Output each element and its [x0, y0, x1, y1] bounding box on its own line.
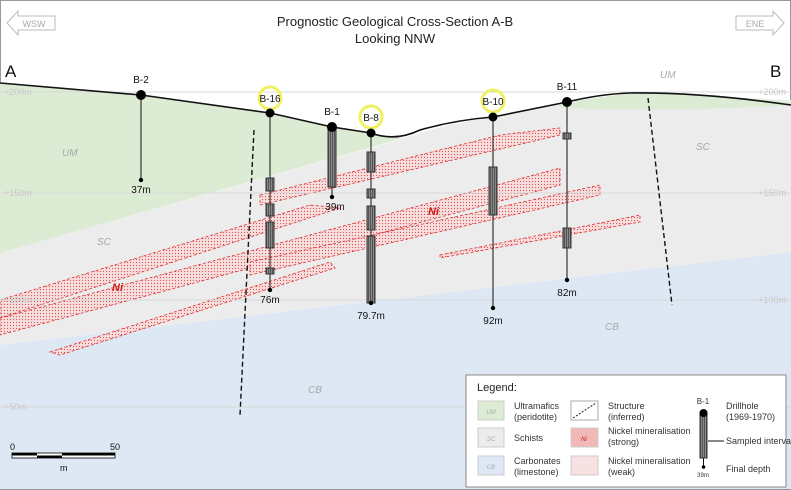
- legend-cb-swatch: CB: [487, 465, 495, 471]
- elevation-label-left-150: +150m: [4, 188, 32, 198]
- drillhole-b16[interactable]: B-16 76m: [257, 85, 283, 306]
- legend-cb-sublabel: (limestone): [514, 467, 559, 477]
- legend-title: Legend:: [477, 382, 517, 394]
- scale-start: 0: [10, 442, 15, 452]
- legend-ni-strong-sublabel: (strong): [608, 437, 639, 447]
- unit-label-um-right: UM: [660, 70, 676, 81]
- highlight-ring: [480, 88, 506, 114]
- direction-arrow-wsw: WSW: [6, 9, 56, 37]
- topographic-surface: [0, 82, 791, 138]
- drillhole-depth: 82m: [557, 288, 576, 299]
- scale-bar: 0 50 m: [10, 442, 120, 473]
- elevation-label-right-100: +100m: [758, 295, 786, 305]
- legend-cb-label: Carbonates: [514, 456, 561, 466]
- scale-unit: m: [60, 463, 68, 473]
- unit-label-sc-left: SC: [97, 237, 112, 248]
- drillhole-depth: 37m: [131, 185, 150, 196]
- legend-um-label: Ultramafics: [514, 401, 560, 411]
- elevation-label-left-50: +50m: [4, 402, 27, 412]
- nickel-mineralisation-zones: [0, 127, 641, 356]
- diagram-subtitle: Looking NNW: [355, 31, 436, 46]
- section-end-b: B: [770, 62, 781, 81]
- legend: Legend: UM Ultramafics (peridotite) SC S…: [465, 374, 791, 488]
- elevation-label-left-200: +200m: [4, 87, 32, 97]
- legend-um-sublabel: (peridotite): [514, 412, 557, 422]
- direction-label: WSW: [23, 19, 46, 29]
- direction-label: ENE: [746, 19, 765, 29]
- diagram-title: Prognostic Geological Cross-Section A-B: [277, 14, 513, 29]
- ultramafics-layer-left: [0, 83, 410, 253]
- elevation-label-left-100: +100m: [4, 295, 32, 305]
- legend-structure-label: Structure: [608, 401, 645, 411]
- elevation-label-right-150: +150m: [758, 188, 786, 198]
- ultramafics-layer-right: [560, 93, 791, 110]
- drillhole-name: B-10: [482, 97, 504, 108]
- unit-label-sc-right: SC: [696, 142, 711, 153]
- drillhole-name: B-2: [133, 75, 149, 86]
- legend-ni-weak-label: Nickel mineralisation: [608, 456, 691, 466]
- unit-label-ni-right: Ni: [428, 206, 440, 218]
- section-end-a: A: [5, 62, 17, 81]
- legend-um-swatch: UM: [486, 410, 495, 416]
- drillhole-b11[interactable]: B-11 82m: [557, 82, 578, 299]
- drillhole-depth: 76m: [260, 295, 279, 306]
- drillhole-b10[interactable]: B-10 92m: [480, 88, 506, 327]
- drillhole-name: B-8: [363, 113, 379, 124]
- drillhole-name: B-1: [324, 107, 340, 118]
- legend-sampled-interval-label: Sampled interval: [726, 436, 791, 446]
- drillhole-name: B-16: [259, 94, 281, 105]
- drillhole-b2[interactable]: B-2 37m: [131, 75, 150, 196]
- legend-final-depth-label: Final depth: [726, 464, 771, 474]
- legend-drillhole-label: Drillhole: [726, 401, 759, 411]
- unit-label-cb-left: CB: [308, 385, 322, 396]
- legend-structure-sublabel: (inferred): [608, 412, 645, 422]
- legend-ni-swatch: Ni: [581, 437, 587, 443]
- drillhole-name: B-11: [557, 82, 578, 93]
- elevation-label-right-200: +200m: [758, 87, 786, 97]
- unit-label-ni-left: Ni: [112, 282, 124, 294]
- legend-ni-strong-label: Nickel mineralisation: [608, 426, 691, 436]
- drillhole-b8[interactable]: B-8 79.7m: [357, 104, 385, 322]
- legend-drillhole-depth: 39m: [697, 473, 709, 479]
- legend-sc-label: Schists: [514, 433, 544, 443]
- scale-end: 50: [110, 442, 120, 452]
- fault-right: [647, 97, 673, 306]
- legend-sc-swatch: SC: [487, 437, 496, 443]
- legend-drillhole-name: B-1: [697, 397, 710, 406]
- drillhole-depth: 79.7m: [357, 311, 385, 322]
- legend-drillhole-sublabel: (1969-1970): [726, 412, 775, 422]
- unit-label-cb-right: CB: [605, 322, 619, 333]
- drillhole-depth: 92m: [483, 316, 502, 327]
- highlight-ring: [358, 104, 384, 130]
- legend-ni-weak-sublabel: (weak): [608, 467, 635, 477]
- direction-arrow-ene: ENE: [735, 9, 785, 37]
- drillhole-depth: 39m: [325, 202, 344, 213]
- drillhole-b1[interactable]: B-1 39m: [324, 107, 345, 213]
- unit-label-um-left: UM: [62, 148, 78, 159]
